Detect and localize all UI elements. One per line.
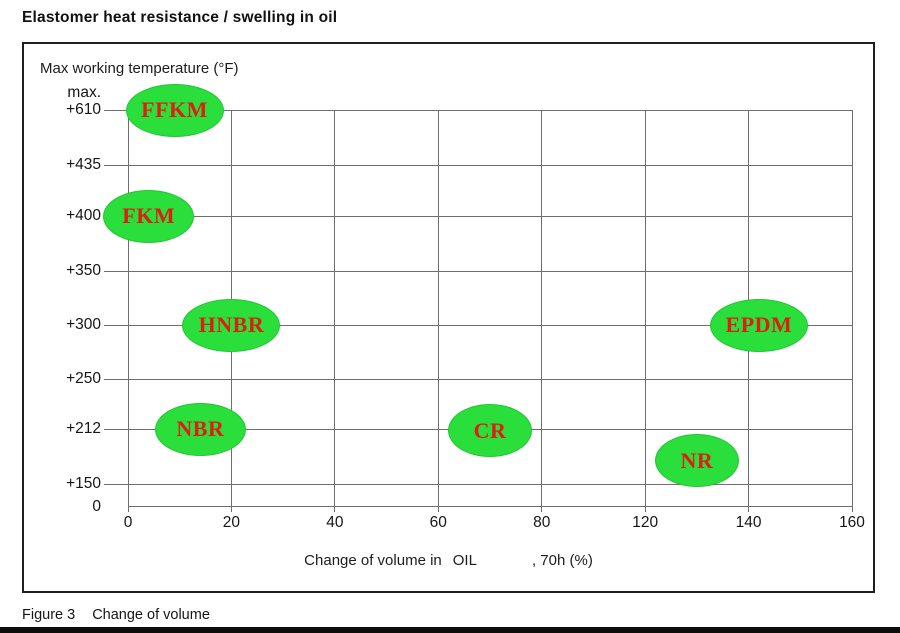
y-tick-label: 0 xyxy=(92,498,101,515)
y-tick-label: +435 xyxy=(66,156,101,173)
data-point-nr: NR xyxy=(654,434,739,488)
x-tick-label: 0 xyxy=(123,514,133,531)
y-tick-label: +400 xyxy=(66,207,101,224)
page-footer-bar xyxy=(0,627,900,633)
x-axis-tick xyxy=(230,507,232,512)
x-axis-title: Change of volume in OIL , 70h (%) xyxy=(24,552,873,569)
x-tick-label: 140 xyxy=(735,514,762,531)
gridline-horizontal xyxy=(128,506,852,507)
x-tick-label: 20 xyxy=(222,514,241,531)
chart-frame: Max working temperature (°F) max. +610 +4… xyxy=(22,42,875,593)
gridline-horizontal xyxy=(128,484,852,485)
x-tick-label: 40 xyxy=(326,514,344,531)
y-tick-label: +150 xyxy=(66,475,101,492)
data-point-label: FKM xyxy=(122,203,176,228)
gridline-horizontal xyxy=(128,325,852,326)
gridline-horizontal xyxy=(128,165,852,166)
plot-area: max. +610 +435 +400 +350 +300 +250 +212 +150 0 0 2… xyxy=(66,83,865,531)
y-axis-tick xyxy=(104,271,128,272)
data-point-cr: CR xyxy=(448,404,532,458)
gridline-vertical xyxy=(437,110,439,507)
x-axis-tick xyxy=(334,507,336,512)
x-axis-tick xyxy=(437,507,439,512)
x-axis-title-prefix: Change of volume in xyxy=(304,552,442,569)
data-point-label: FFKM xyxy=(141,97,208,122)
page-title: Elastomer heat resistance / swelling in … xyxy=(22,9,338,26)
y-tick-label: +212 xyxy=(66,420,101,437)
x-axis-tick xyxy=(127,507,129,512)
x-axis-title-suffix: , 70h (%) xyxy=(531,552,593,569)
y-axis-tick xyxy=(104,484,128,485)
y-tick-label: +610 xyxy=(66,101,101,118)
y-tick-label: +300 xyxy=(66,316,101,333)
data-point-ffkm: FFKM xyxy=(125,83,224,137)
gridline-vertical xyxy=(334,110,336,507)
y-axis-tick xyxy=(104,165,128,166)
data-point-label: HNBR xyxy=(198,312,265,337)
data-point-label: EPDM xyxy=(725,312,793,337)
figure-caption: Figure 3 Change of volume xyxy=(22,607,210,623)
y-tick-label: +350 xyxy=(66,262,101,279)
x-tick-label: 80 xyxy=(533,514,551,531)
gridline-horizontal xyxy=(128,379,852,380)
figure-caption-label: Figure 3 xyxy=(22,607,76,623)
data-point-epdm: EPDM xyxy=(709,298,808,352)
y-axis-tick xyxy=(104,110,128,111)
gridline-vertical xyxy=(127,110,129,507)
x-axis-tick xyxy=(748,507,750,512)
gridline-horizontal xyxy=(128,216,852,217)
data-point-hnbr: HNBR xyxy=(182,298,281,352)
x-tick-label: 60 xyxy=(429,514,447,531)
y-tick-label: +250 xyxy=(66,370,101,387)
gridline-vertical xyxy=(541,110,543,507)
y-axis-max-label: max. xyxy=(67,84,101,101)
gridline-horizontal xyxy=(128,110,852,111)
gridline-vertical xyxy=(851,110,853,507)
y-axis-tick xyxy=(104,379,128,380)
x-tick-label: 160 xyxy=(839,514,865,531)
x-tick-label: 120 xyxy=(632,514,659,531)
gridline-horizontal xyxy=(128,271,852,272)
x-axis-tick xyxy=(851,507,853,512)
figure-caption-text: Change of volume xyxy=(92,607,210,623)
data-point-fkm: FKM xyxy=(103,189,195,243)
data-point-label: NBR xyxy=(176,416,225,441)
x-axis-tick xyxy=(541,507,543,512)
data-point-label: NR xyxy=(680,447,714,473)
y-axis-title: Max working temperature (°F) xyxy=(40,60,239,77)
data-point-label: CR xyxy=(473,417,507,443)
gridline-vertical xyxy=(644,110,646,507)
data-point-nbr: NBR xyxy=(154,402,246,456)
x-axis-title-oil: OIL xyxy=(452,552,477,569)
y-axis-tick xyxy=(104,325,128,326)
y-axis-tick xyxy=(104,429,128,430)
x-axis-tick xyxy=(644,507,646,512)
